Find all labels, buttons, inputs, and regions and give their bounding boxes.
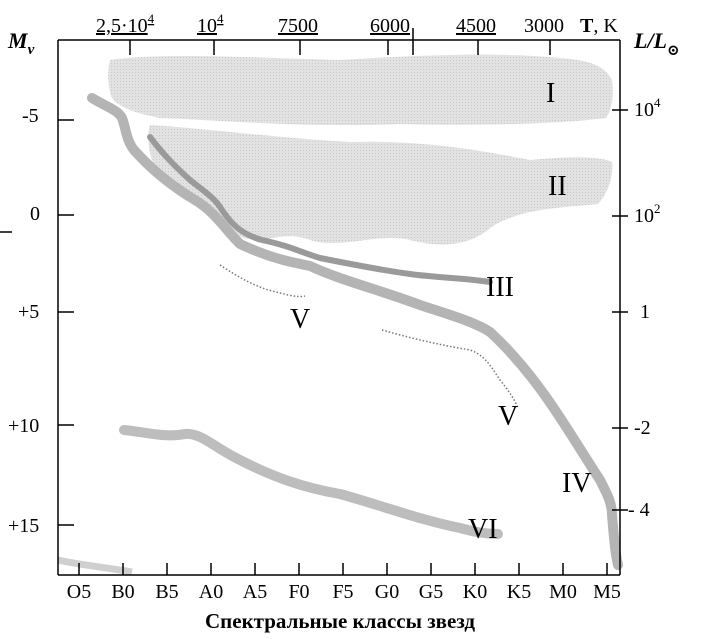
- right-tick-label: -2: [634, 417, 651, 439]
- bottom-tick-label: A0: [199, 581, 223, 603]
- class-label-iii: III: [486, 272, 514, 303]
- top-tick-label: 104: [197, 11, 224, 37]
- class-label-i: I: [546, 78, 555, 109]
- class-label-v-lower: V: [498, 401, 518, 432]
- bottom-tick-label: G0: [375, 581, 399, 603]
- bottom-tick-label: K0: [463, 581, 487, 603]
- bottom-tick-label: G5: [419, 581, 443, 603]
- class-label-ii: II: [548, 171, 567, 202]
- class-label-v-upper: V: [290, 304, 310, 335]
- top-axis-title: T, K: [580, 15, 618, 37]
- top-tick-label: 3000: [524, 15, 564, 37]
- giant-branch-iii: [147, 134, 493, 285]
- bottom-tick-label: F0: [288, 581, 309, 603]
- left-tick-label: +10: [8, 415, 39, 437]
- white-dwarf-strip: [57, 556, 133, 576]
- top-tick-label: 4500: [456, 15, 496, 37]
- bottom-tick-label: A5: [243, 581, 267, 603]
- right-tick-label: 1: [640, 301, 650, 323]
- bottom-tick-label: B0: [111, 581, 134, 603]
- bottom-tick-label: O5: [67, 581, 91, 603]
- left-tick-label: +15: [8, 515, 39, 537]
- bottom-tick-label: K5: [507, 581, 531, 603]
- top-tick-label: 6000: [370, 15, 410, 37]
- left-tick-label: +5: [18, 301, 39, 323]
- top-tick-label: 2,5·104: [96, 11, 155, 37]
- right-axis-title: L/L⊙: [633, 28, 680, 59]
- band-supergiants-i: [108, 54, 613, 126]
- main-sequence-band: [87, 93, 623, 570]
- class-label-iv: IV: [562, 468, 592, 499]
- dotted-line-v-upper: [219, 264, 306, 298]
- bottom-tick-label: B5: [155, 581, 178, 603]
- subdwarf-sequence-vi: [119, 425, 503, 539]
- left-tick-label: 0: [30, 203, 40, 225]
- dotted-line-v-lower: [381, 329, 519, 409]
- right-tick-label: - 4: [628, 499, 650, 521]
- left-axis-title: Mv: [7, 28, 35, 58]
- left-tick-label: -5: [22, 105, 39, 127]
- bottom-tick-label: F5: [332, 581, 353, 603]
- right-tick-label: 104: [634, 95, 661, 121]
- band-bright-giants-ii: [148, 125, 613, 245]
- bottom-tick-label: M5: [593, 581, 621, 603]
- top-tick-label: 7500: [278, 15, 318, 37]
- bottom-tick-label: M0: [549, 581, 577, 603]
- class-label-vi: VI: [468, 514, 498, 545]
- right-tick-label: 102: [634, 201, 661, 227]
- bottom-axis-label: Спектральные классы звезд: [205, 609, 475, 633]
